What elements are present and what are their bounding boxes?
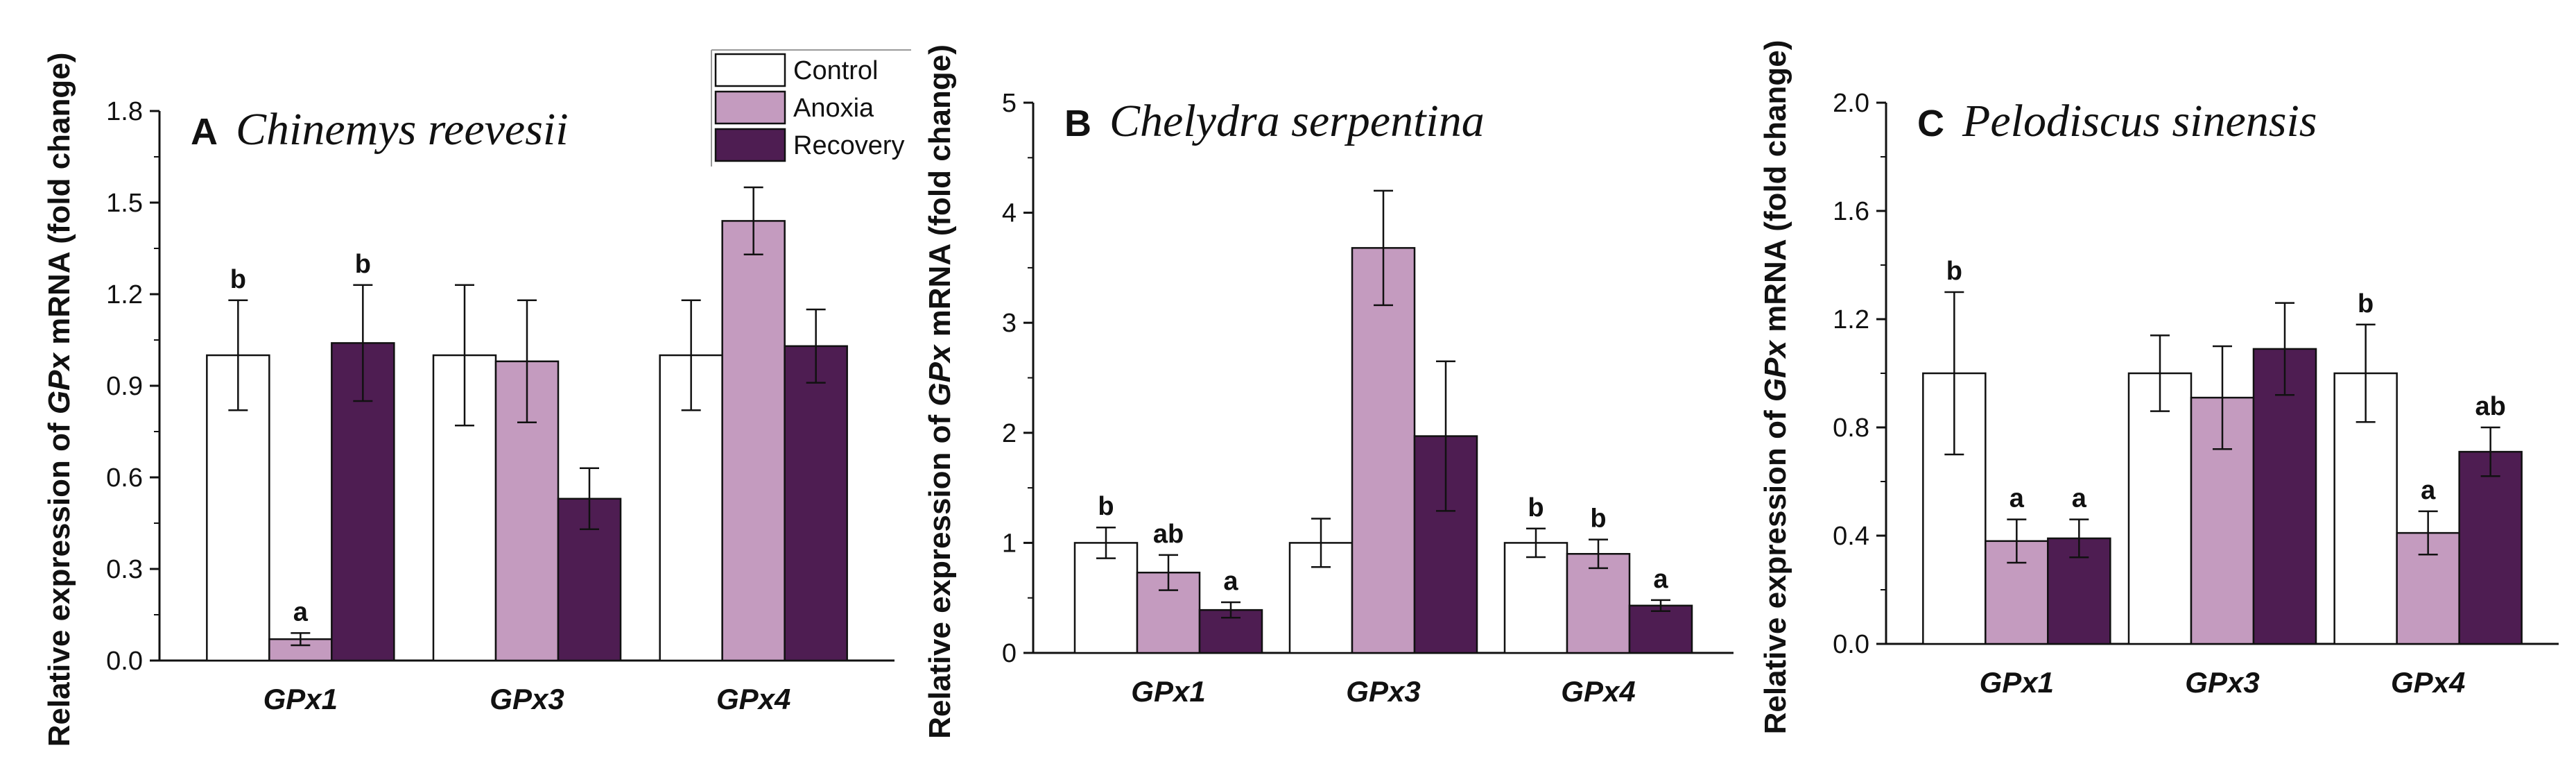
bar-anoxia <box>1351 247 1416 654</box>
bar-recovery <box>1628 604 1693 654</box>
panel-species-title: Chinemys reevesii <box>236 104 569 155</box>
significance-label: a <box>293 597 309 627</box>
panel-letter: A <box>191 111 218 153</box>
chart-panel-c: 0.0 0.4 0.8 1.2 1.6 2.0 Relative expression of… <box>1758 40 2559 735</box>
significance-label: b <box>1098 492 1114 521</box>
y-tick-label: 0.9 <box>106 372 143 401</box>
y-axis-label: Relative expression of GPx mRNA (fold ch… <box>1758 40 1792 735</box>
panel-letter: B <box>1064 103 1091 144</box>
bar-recovery <box>2252 348 2317 645</box>
y-tick-label: 0.6 <box>106 463 143 493</box>
x-category-label: GPx3 <box>2185 666 2259 699</box>
y-tick-label: 1.6 <box>1833 197 1869 226</box>
significance-label: a <box>2009 484 2025 513</box>
y-tick-label: 5 <box>1002 89 1017 118</box>
chart-panel-a: 0.0 0.3 0.6 0.9 1.2 1.5 1.8 Relative expression… <box>42 53 894 747</box>
panel-species-title: Pelodiscus sinensis <box>1962 96 2317 146</box>
significance-label: b <box>355 250 371 279</box>
panel-letter: C <box>1917 103 1944 144</box>
y-tick-label: 4 <box>1002 199 1017 228</box>
y-tick-label: 1.2 <box>1833 305 1869 334</box>
legend-label: Anoxia <box>793 94 874 123</box>
y-tick-label: 2 <box>1002 419 1017 448</box>
bar-control <box>1503 542 1568 654</box>
bar-anoxia <box>1566 553 1631 654</box>
y-axis-label-part: mRNA (fold change) <box>1758 40 1792 341</box>
x-category-label: GPx1 <box>263 683 338 715</box>
y-tick-label: 1.2 <box>106 280 143 309</box>
x-category-label: GPx3 <box>1346 675 1420 708</box>
significance-label: b <box>2358 289 2374 318</box>
significance-label: ab <box>2475 392 2505 421</box>
y-tick-label: 1.8 <box>106 97 143 126</box>
x-category-label: GPx4 <box>2391 666 2465 699</box>
y-axis-label: Relative expression of GPx mRNA (fold ch… <box>42 53 76 747</box>
y-axis-label-part: GPx <box>42 352 76 415</box>
y-tick-label: 0.0 <box>106 647 143 676</box>
significance-label: a <box>2421 476 2436 505</box>
y-tick-label: 0.4 <box>1833 522 1869 551</box>
legend-label: Control <box>793 56 879 85</box>
x-category-label: GPx1 <box>1980 666 2054 699</box>
y-tick-label: 2.0 <box>1833 89 1869 118</box>
chart-panel-b: 0 1 2 3 4 5 Relative expression of GPx mRNA (f… <box>923 44 1734 739</box>
y-tick-label: 1.5 <box>106 189 143 218</box>
legend-label: Recovery <box>793 131 905 160</box>
significance-label: b <box>1946 257 1962 286</box>
legend-swatch-recovery <box>714 128 786 162</box>
x-category-label: GPx4 <box>716 683 790 715</box>
bar-control <box>2127 372 2193 645</box>
significance-label: ab <box>1153 520 1184 549</box>
significance-label: b <box>230 265 246 294</box>
y-axis-label-part: Relative expression of <box>1758 402 1792 734</box>
y-tick-label: 1 <box>1002 529 1017 558</box>
y-tick-label: 0.0 <box>1833 630 1869 659</box>
x-category-label: GPx4 <box>1561 675 1635 708</box>
significance-label: b <box>1528 493 1544 522</box>
x-category-label: GPx3 <box>490 683 564 715</box>
y-axis-label-part: Relative expression of <box>42 414 76 747</box>
significance-label: b <box>1590 504 1606 534</box>
y-tick-label: 3 <box>1002 309 1017 338</box>
bar-anoxia <box>721 220 786 662</box>
legend-swatch-control <box>714 53 786 87</box>
y-axis-label-part: GPx <box>923 344 957 407</box>
y-axis-label-part: GPx <box>1758 340 1792 402</box>
y-axis-label-part: mRNA (fold change) <box>42 53 76 353</box>
legend-swatch-anoxia <box>714 90 786 125</box>
bar-control <box>1073 542 1139 654</box>
significance-label: a <box>1653 565 1668 594</box>
significance-label: a <box>2072 484 2087 513</box>
y-tick-label: 0.3 <box>106 555 143 584</box>
y-axis-label-part: Relative expression of <box>923 407 957 739</box>
bar-recovery <box>2458 450 2523 645</box>
y-axis-label: Relative expression of GPx mRNA (fold ch… <box>923 44 957 739</box>
x-category-label: GPx1 <box>1131 675 1205 708</box>
bar-recovery <box>784 345 848 662</box>
y-tick-label: 0 <box>1002 639 1017 668</box>
y-tick-label: 0.8 <box>1833 414 1869 443</box>
significance-label: a <box>1223 567 1238 596</box>
legend: Control Anoxia Recovery <box>711 49 911 167</box>
panel-species-title: Chelydra serpentina <box>1109 96 1485 146</box>
y-axis-label-part: mRNA (fold change) <box>923 44 957 345</box>
